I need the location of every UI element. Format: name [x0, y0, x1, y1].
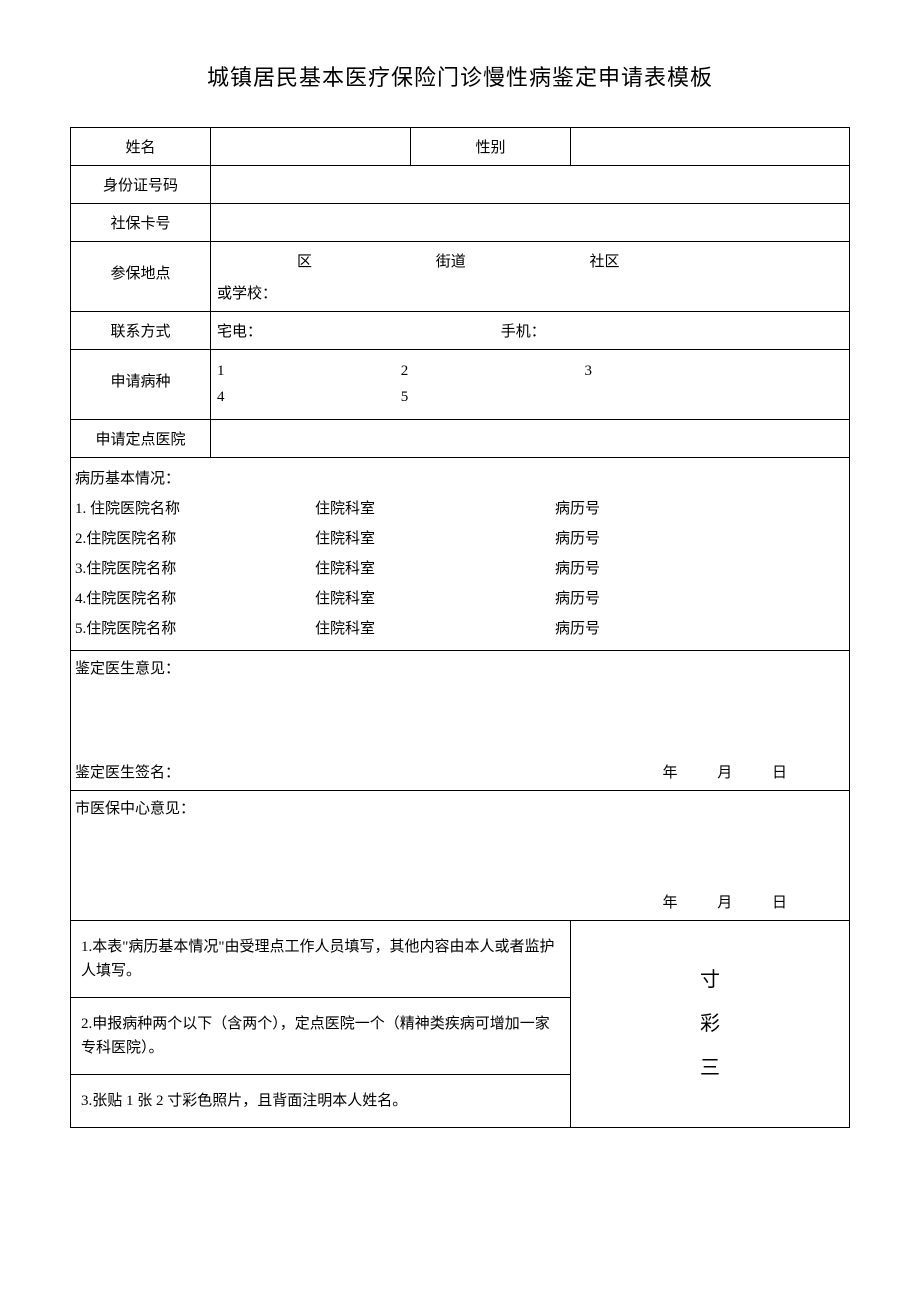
h2-dept: 住院科室 [315, 524, 555, 554]
history-row-2: 2.住院医院名称 住院科室 病历号 [75, 524, 845, 554]
h3-dept: 住院科室 [315, 554, 555, 584]
field-id-number[interactable] [211, 166, 850, 204]
field-gender[interactable] [571, 128, 850, 166]
year-label: 年 [662, 765, 677, 781]
h1-name: 1. 住院医院名称 [75, 494, 315, 524]
photo-char-2: 彩 [577, 1002, 843, 1046]
center-opinion-section: 市医保中心意见： 年 月 日 [71, 791, 850, 921]
month-label-2: 月 [717, 895, 732, 911]
history-section: 病历基本情况： 1. 住院医院名称 住院科室 病历号 2.住院医院名称 住院科室… [71, 458, 850, 651]
disease-2: 2 [401, 363, 581, 380]
label-street: 街道 [436, 254, 466, 270]
center-date: 年 月 日 [644, 891, 845, 912]
h2-name: 2.住院医院名称 [75, 524, 315, 554]
doctor-sign-date: 年 月 日 [644, 761, 845, 782]
label-name: 姓名 [71, 128, 211, 166]
application-form-table: 姓名 性别 身份证号码 社保卡号 参保地点 区 街道 社区 或学校： 联系方式 [70, 127, 850, 1128]
history-row-1: 1. 住院医院名称 住院科室 病历号 [75, 494, 845, 524]
h5-record: 病历号 [555, 614, 845, 644]
label-contact: 联系方式 [71, 312, 211, 350]
label-id-number: 身份证号码 [71, 166, 211, 204]
h4-dept: 住院科室 [315, 584, 555, 614]
field-contact[interactable]: 宅电： 手机： [211, 312, 850, 350]
h4-record: 病历号 [555, 584, 845, 614]
disease-4: 4 [217, 389, 397, 406]
disease-1: 1 [217, 363, 397, 380]
history-title: 病历基本情况： [75, 464, 845, 494]
label-or-school: 或学校： [217, 282, 843, 303]
h1-dept: 住院科室 [315, 494, 555, 524]
note-3: 3.张贴 1 张 2 寸彩色照片，且背面注明本人姓名。 [71, 1075, 571, 1128]
h4-name: 4.住院医院名称 [75, 584, 315, 614]
label-hospital: 申请定点医院 [71, 420, 211, 458]
h5-dept: 住院科室 [315, 614, 555, 644]
h2-record: 病历号 [555, 524, 845, 554]
day-label-2: 日 [772, 895, 787, 911]
label-mobile: 手机： [501, 320, 546, 341]
label-social-card: 社保卡号 [71, 204, 211, 242]
disease-5: 5 [401, 389, 581, 406]
h5-name: 5.住院医院名称 [75, 614, 315, 644]
label-district: 区 [297, 254, 312, 270]
field-disease-type[interactable]: 1 2 3 4 5 [211, 350, 850, 420]
page-title: 城镇居民基本医疗保险门诊慢性病鉴定申请表模板 [70, 60, 850, 92]
h1-record: 病历号 [555, 494, 845, 524]
doctor-opinion-section: 鉴定医生意见： 鉴定医生签名： 年 月 日 [71, 651, 850, 791]
h3-record: 病历号 [555, 554, 845, 584]
disease-3: 3 [585, 363, 765, 380]
photo-char-3: 三 [577, 1046, 843, 1090]
history-row-5: 5.住院医院名称 住院科室 病历号 [75, 614, 845, 644]
history-row-4: 4.住院医院名称 住院科室 病历号 [75, 584, 845, 614]
year-label-2: 年 [662, 895, 677, 911]
note-1: 1.本表"病历基本情况"由受理点工作人员填写，其他内容由本人或者监护人填写。 [71, 921, 571, 998]
field-name[interactable] [211, 128, 411, 166]
month-label: 月 [717, 765, 732, 781]
field-location[interactable]: 区 街道 社区 或学校： [211, 242, 850, 312]
field-hospital[interactable] [211, 420, 850, 458]
photo-placeholder: 寸 彩 三 [571, 921, 850, 1128]
doctor-opinion-title: 鉴定医生意见： [75, 657, 845, 678]
field-social-card[interactable] [211, 204, 850, 242]
label-gender: 性别 [411, 128, 571, 166]
label-location: 参保地点 [71, 242, 211, 312]
h3-name: 3.住院医院名称 [75, 554, 315, 584]
center-opinion-title: 市医保中心意见： [75, 797, 845, 818]
label-home-phone: 宅电： [217, 320, 497, 341]
photo-char-1: 寸 [577, 958, 843, 1002]
day-label: 日 [772, 765, 787, 781]
label-disease-type: 申请病种 [71, 350, 211, 420]
history-row-3: 3.住院医院名称 住院科室 病历号 [75, 554, 845, 584]
note-2: 2.申报病种两个以下（含两个），定点医院一个（精神类疾病可增加一家专科医院）。 [71, 998, 571, 1075]
doctor-sign-label: 鉴定医生签名： [75, 765, 180, 781]
label-community: 社区 [590, 254, 620, 270]
